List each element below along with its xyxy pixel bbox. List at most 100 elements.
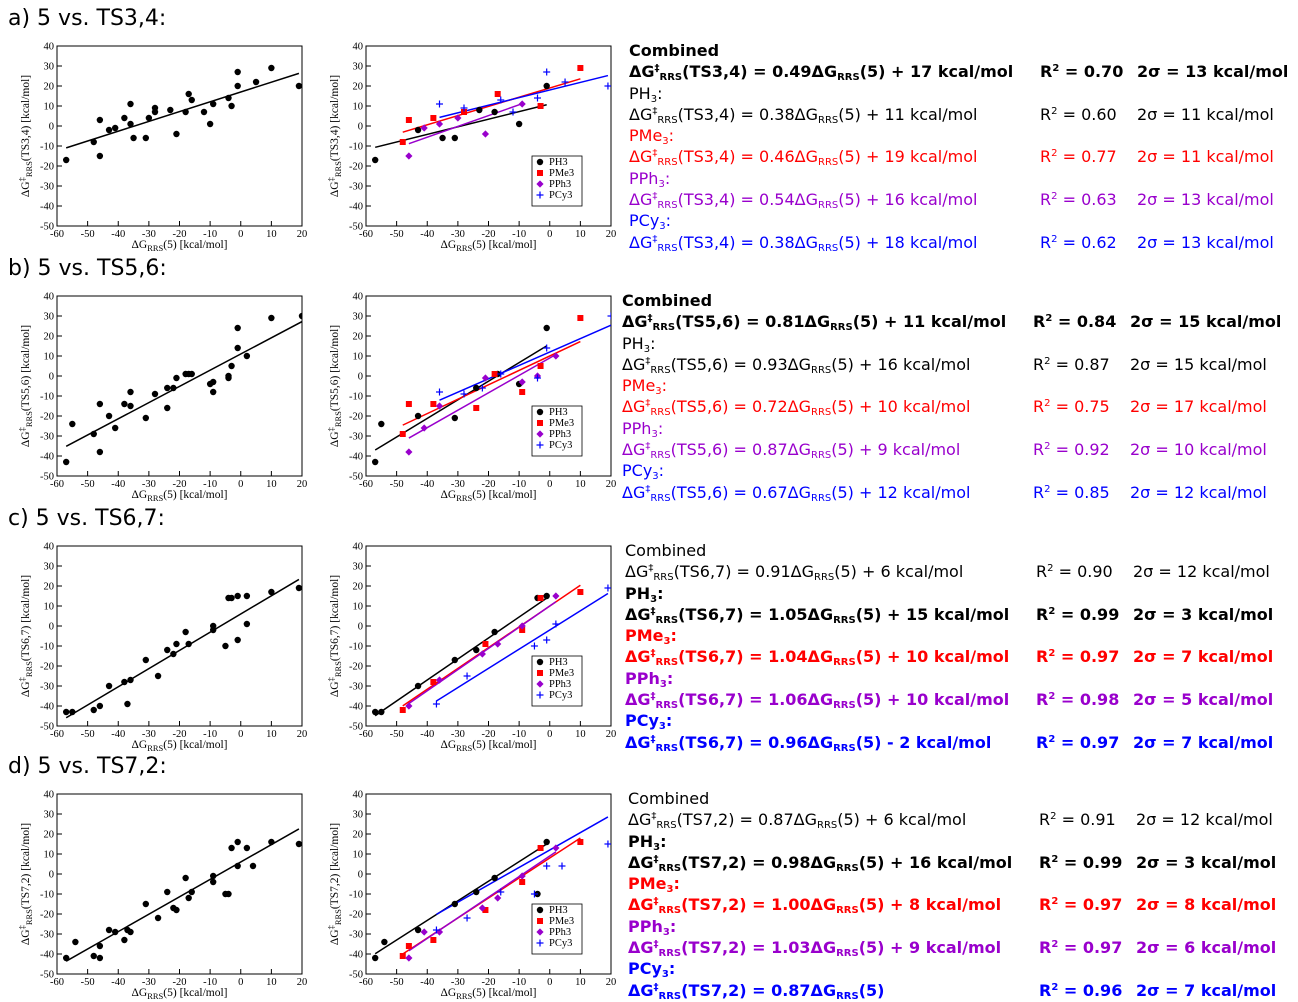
fit-equation: ΔG‡RRS(TS6,7) = 1.06ΔGRRS(5) + 10 kcal/m… <box>625 690 1010 712</box>
x-tick-label: -30 <box>142 229 156 240</box>
data-point-pcy3 <box>604 840 611 848</box>
fit-group-label: Combined <box>628 789 710 808</box>
data-point-ph3 <box>378 708 385 716</box>
data-point <box>209 872 217 880</box>
y-tick-label: 0 <box>49 870 54 881</box>
data-point <box>252 78 260 86</box>
data-point-pme3 <box>430 679 437 685</box>
y-tick-label: 0 <box>358 122 363 133</box>
fit-equation: ΔG‡RRS(TS3,4) = 0.49ΔGRRS(5) + 17 kcal/m… <box>629 62 1014 84</box>
data-point-pcy3 <box>497 96 505 104</box>
plot-frame <box>56 45 303 227</box>
y-tick-label: -10 <box>40 392 54 403</box>
y-tick-label: 20 <box>44 82 55 93</box>
y-tick-label: 40 <box>44 292 55 303</box>
x-tick-label: -60 <box>359 229 373 240</box>
fit-line-pph3 <box>408 353 557 439</box>
data-point-ph3 <box>543 838 550 846</box>
x-axis-label: ΔGRRS(5) [kcal/mol] <box>441 987 537 1001</box>
fit-equation: ΔG‡RRS(TS3,4) = 0.46ΔGRRS(5) + 19 kcal/m… <box>629 147 978 169</box>
x-tick-label: -30 <box>142 479 156 490</box>
x-tick-label: -20 <box>482 977 496 988</box>
x-tick-label: 0 <box>547 229 552 240</box>
legend-marker-pcy3 <box>536 691 544 699</box>
data-point <box>228 594 235 602</box>
x-axis-label: ΔGRRS(5) [kcal/mol] <box>132 489 228 503</box>
r-squared: R2 = 0.90 <box>1036 562 1113 582</box>
data-point <box>142 656 150 664</box>
data-point-pme3 <box>482 907 489 913</box>
fit-equation: ΔG‡RRS(TS5,6) = 0.72ΔGRRS(5) + 10 kcal/m… <box>622 397 971 419</box>
fit-equation: ΔG‡RRS(TS5,6) = 0.67ΔGRRS(5) + 12 kcal/m… <box>622 482 971 504</box>
x-tick-label: 10 <box>266 729 277 740</box>
data-point <box>164 404 171 412</box>
data-point-pph3 <box>478 904 486 912</box>
data-point-pcy3 <box>561 78 569 86</box>
x-tick-label: 0 <box>238 479 243 490</box>
data-point <box>130 134 137 142</box>
y-axis-label: ΔG‡RRS(TS6,7) [kcal/mol] <box>17 575 34 697</box>
data-point <box>170 384 177 392</box>
legend-marker-ph3 <box>536 158 544 166</box>
y-tick-label: 30 <box>353 62 364 73</box>
data-point-ph3 <box>491 628 498 636</box>
r-squared: R2 = 0.97 <box>1036 732 1120 752</box>
x-tick-label: 20 <box>297 729 308 740</box>
data-point <box>90 952 97 960</box>
y-tick-label: 0 <box>358 372 363 383</box>
x-tick-label: -60 <box>50 229 64 240</box>
data-point-pph3 <box>494 894 502 902</box>
data-point <box>188 888 195 896</box>
data-point <box>234 344 241 352</box>
data-point-ph3 <box>451 900 459 908</box>
x-tick-label: 0 <box>238 977 243 988</box>
panel-d-equations: Combined ΔG‡RRS(TS7,2) = 0.87ΔGRRS(5) + 6… <box>628 788 1276 1001</box>
y-tick-label: 40 <box>353 790 364 801</box>
data-point <box>228 844 235 852</box>
two-sigma: 2σ = 3 kcal/mol <box>1133 604 1274 624</box>
fit-line-ph3 <box>374 597 548 717</box>
fit-line-pme3 <box>402 340 581 426</box>
data-point-ph3 <box>473 888 480 896</box>
legend-marker-pph3 <box>536 928 544 936</box>
x-tick-label: 20 <box>606 229 617 240</box>
data-point <box>127 402 134 410</box>
fit-equation: ΔG‡RRS(TS6,7) = 0.96ΔGRRS(5) - 2 kcal/mo… <box>625 732 992 754</box>
x-tick-label: -20 <box>482 729 496 740</box>
y-tick-label: 10 <box>44 850 55 861</box>
x-tick-label: -50 <box>81 229 95 240</box>
data-point-ph3 <box>439 134 446 142</box>
x-tick-label: -10 <box>203 729 217 740</box>
data-point <box>182 370 189 378</box>
data-point <box>154 672 162 680</box>
fit-group-label: PPh3: <box>628 916 677 938</box>
data-point-pme3 <box>473 405 480 411</box>
data-point <box>182 108 189 116</box>
data-point-pcy3 <box>432 700 440 708</box>
data-point-pcy3 <box>543 68 551 76</box>
data-point-pme3 <box>519 879 526 885</box>
data-point <box>185 90 192 98</box>
data-point <box>154 914 162 922</box>
fit-group-label: PCy3: <box>622 461 665 483</box>
panel-b-by-ligand-plot: -60 -50 -40 -30 -20 -10 0 10 20-50-40-30-20-1001… <box>326 292 616 504</box>
x-tick-label: -60 <box>359 479 373 490</box>
data-point-pme3 <box>494 91 501 97</box>
data-point <box>142 134 150 142</box>
two-sigma: 2σ = 7 kcal/mol <box>1136 980 1277 1000</box>
r-squared: R2 = 0.99 <box>1036 604 1120 624</box>
r-squared: R2 = 0.87 <box>1033 354 1110 374</box>
y-tick-label: -10 <box>349 142 363 153</box>
y-tick-label: 10 <box>353 102 364 113</box>
y-tick-label: -50 <box>349 472 363 483</box>
plot-frame <box>56 545 303 727</box>
data-point-pme3 <box>405 117 412 123</box>
x-tick-label: -50 <box>390 479 404 490</box>
data-point <box>69 708 76 716</box>
two-sigma: 2σ = 17 kcal/mol <box>1130 397 1267 417</box>
data-point <box>209 100 217 108</box>
data-point <box>295 840 302 848</box>
data-point <box>96 702 104 710</box>
data-point <box>234 862 241 870</box>
